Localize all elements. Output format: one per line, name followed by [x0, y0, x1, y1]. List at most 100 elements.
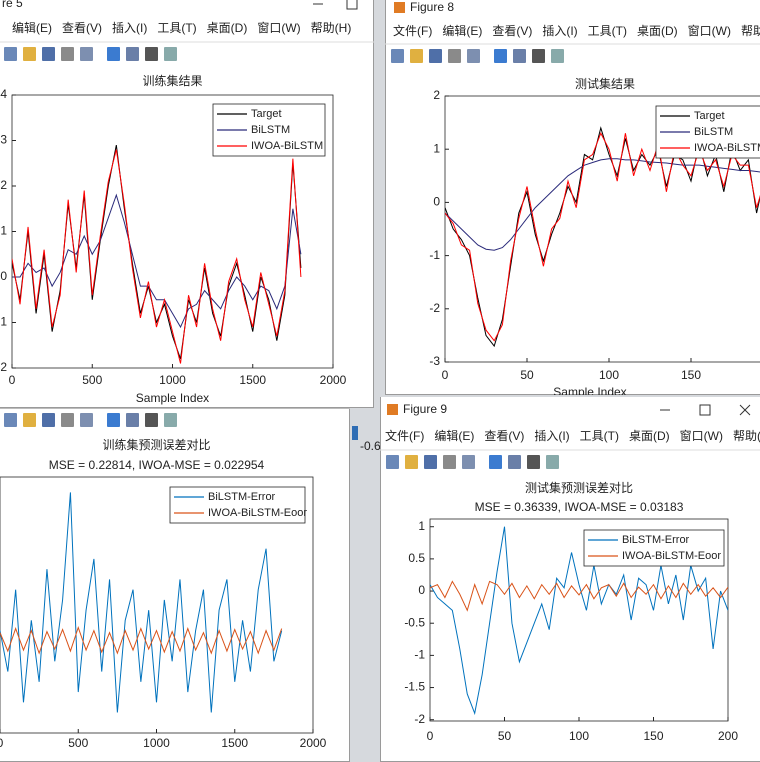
menu-item[interactable]: 工具(T) — [580, 429, 619, 443]
toolbar-button[interactable] — [61, 47, 74, 61]
y-tick-label: 0 — [0, 269, 7, 283]
app-icon — [387, 404, 398, 415]
menu-item[interactable]: 工具(T) — [588, 24, 627, 38]
y-tick-label: -0.5 — [404, 615, 425, 629]
toolbar-button[interactable] — [107, 413, 120, 427]
menu-item[interactable]: 文件(F) — [385, 428, 424, 443]
x-tick-label: 0 — [9, 373, 16, 387]
toolbar-button[interactable] — [61, 413, 74, 427]
menu-item[interactable]: 查看(V) — [492, 24, 532, 38]
y-tick-label: 1 — [0, 224, 7, 238]
menu-item[interactable]: 编辑(E) — [12, 20, 52, 35]
menu-item[interactable]: 帮助(H) — [311, 21, 352, 35]
toolbar-button[interactable] — [513, 49, 526, 63]
chart-subtitle: MSE = 0.22814, IWOA-MSE = 0.022954 — [49, 458, 265, 472]
toolbar-button[interactable] — [164, 47, 177, 61]
chart-subtitle: MSE = 0.36339, IWOA-MSE = 0.03183 — [475, 500, 684, 514]
menu-item[interactable]: 插入(I) — [112, 21, 147, 35]
x-tick-label: 500 — [68, 736, 88, 750]
menu-item[interactable]: 窗口(W) — [688, 24, 731, 38]
legend-label: IWOA-BiLSTM-Eoor — [208, 507, 307, 519]
legend-label: BiLSTM — [251, 124, 290, 136]
y-tick-label: 0 — [418, 583, 425, 597]
window-title: Figure 9 — [403, 402, 447, 416]
toolbar-button[interactable] — [391, 49, 404, 63]
legend-label: Target — [251, 108, 282, 120]
toolbar-button[interactable] — [546, 455, 559, 469]
x-tick-label: 500 — [82, 373, 102, 387]
x-tick-label: 100 — [569, 729, 589, 743]
menu-item[interactable]: 查看(V) — [62, 21, 102, 35]
y-tick-label: -3 — [429, 354, 440, 368]
menu-item[interactable]: 桌面(D) — [637, 24, 678, 38]
toolbar-button[interactable] — [527, 455, 540, 469]
legend-label: Target — [694, 110, 725, 122]
menu-item[interactable]: 桌面(D) — [207, 21, 248, 35]
y-tick-label: -2 — [0, 360, 7, 374]
x-tick-label: 100 — [599, 368, 619, 382]
y-tick-label: -1 — [429, 248, 440, 262]
toolbar-button[interactable] — [145, 413, 158, 427]
toolbar-button[interactable] — [23, 47, 36, 61]
toolbar-button[interactable] — [80, 47, 93, 61]
y-tick-label: 2 — [0, 178, 7, 192]
toolbar-button[interactable] — [424, 455, 437, 469]
y-tick-label: 1 — [418, 519, 425, 533]
y-tick-label: -1 — [414, 648, 425, 662]
menu-item[interactable]: 编辑(E) — [442, 23, 482, 38]
toolbar-button[interactable] — [410, 49, 423, 63]
toolbar-button[interactable] — [508, 455, 521, 469]
toolbar-button[interactable] — [429, 49, 442, 63]
toolbar-button[interactable] — [126, 47, 139, 61]
toolbar-button[interactable] — [467, 49, 480, 63]
toolbar-button[interactable] — [551, 49, 564, 63]
chart-title: 测试集预测误差对比 — [525, 480, 633, 495]
x-tick-label: 0 — [427, 729, 434, 743]
x-tick-label: 2000 — [320, 373, 347, 387]
legend-label: IWOA-BiLSTM — [694, 142, 760, 154]
toolbar-button[interactable] — [4, 413, 17, 427]
toolbar-button[interactable] — [42, 47, 55, 61]
toolbar-button[interactable] — [489, 455, 502, 469]
toolbar-button[interactable] — [494, 49, 507, 63]
menu-item[interactable]: 插入(I) — [534, 429, 569, 443]
toolbar-button[interactable] — [532, 49, 545, 63]
y-tick-label: -2 — [429, 301, 440, 315]
toolbar-button[interactable] — [448, 49, 461, 63]
x-tick-label: 1500 — [239, 373, 266, 387]
toolbar-button[interactable] — [23, 413, 36, 427]
menu-item[interactable]: 文件(F) — [393, 23, 432, 38]
toolbar-button[interactable] — [4, 47, 17, 61]
menu-item[interactable]: 查看(V) — [484, 429, 524, 443]
legend-label: IWOA-BiLSTM — [251, 140, 323, 152]
toolbar-button[interactable] — [443, 455, 456, 469]
menu-item[interactable]: 窗口(W) — [680, 429, 723, 443]
toolbar-button[interactable] — [386, 455, 399, 469]
bg-bar — [352, 426, 358, 440]
menu-item[interactable]: 编辑(E) — [434, 428, 474, 443]
x-tick-label: 150 — [643, 729, 663, 743]
toolbar-button[interactable] — [405, 455, 418, 469]
menu-item[interactable]: 插入(I) — [542, 24, 577, 38]
x-tick-label: 50 — [498, 729, 512, 743]
toolbar-button[interactable] — [462, 455, 475, 469]
legend-label: IWOA-BiLSTM-Eoor — [622, 550, 721, 562]
menu-item[interactable]: 桌面(D) — [629, 429, 670, 443]
toolbar-button[interactable] — [164, 413, 177, 427]
y-tick-label: 2 — [433, 88, 440, 102]
window-title: Figure 8 — [410, 0, 454, 14]
toolbar-button[interactable] — [107, 47, 120, 61]
toolbar-button[interactable] — [145, 47, 158, 61]
y-tick-label: 4 — [0, 87, 7, 101]
toolbar-button[interactable] — [80, 413, 93, 427]
y-tick-label: 0.5 — [408, 551, 425, 565]
toolbar-button[interactable] — [42, 413, 55, 427]
menu-item[interactable]: 帮助(H) — [733, 429, 760, 443]
y-tick-label: -1.5 — [404, 680, 425, 694]
title-bar — [0, 0, 373, 14]
menu-item[interactable]: 工具(T) — [157, 21, 196, 35]
menu-item[interactable]: 窗口(W) — [257, 21, 300, 35]
menu-item[interactable]: 帮助 — [741, 24, 760, 38]
toolbar-button[interactable] — [126, 413, 139, 427]
